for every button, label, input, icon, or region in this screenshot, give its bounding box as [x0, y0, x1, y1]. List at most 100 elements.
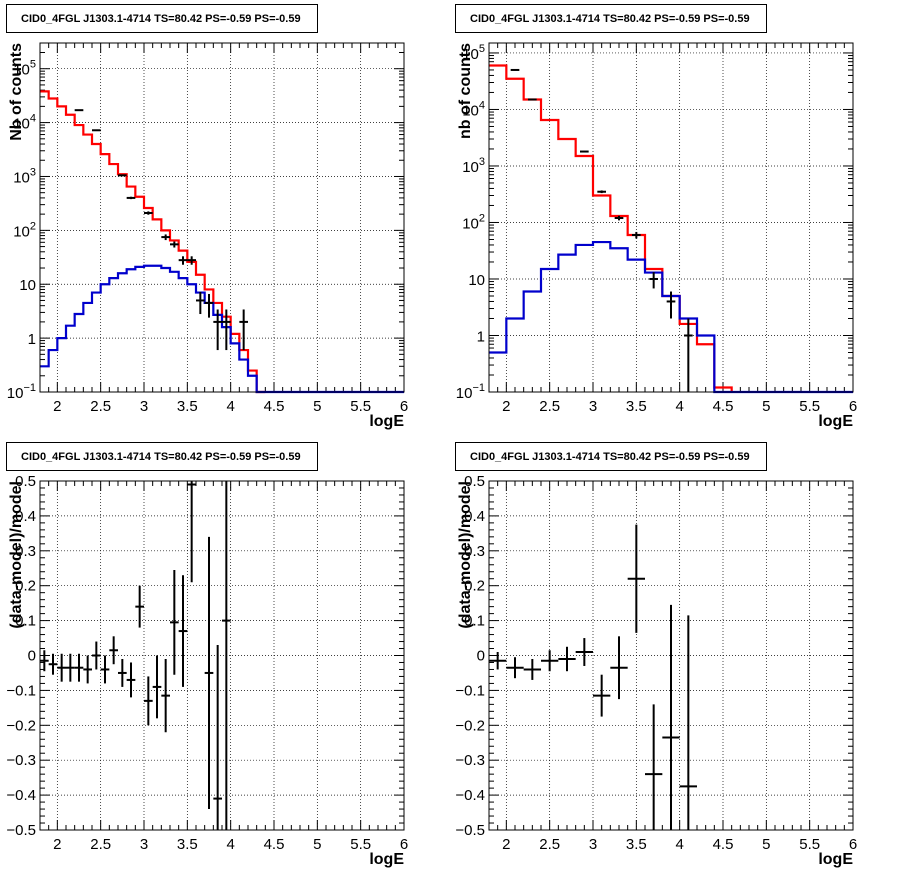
data-point	[541, 650, 559, 672]
data-point	[40, 650, 49, 672]
x-tick-label: 3.5	[177, 398, 198, 415]
y-tick-label: −0.1	[455, 682, 485, 699]
y-tick-label: 0.1	[464, 613, 485, 630]
y-tick-label: −0.3	[455, 752, 485, 769]
plot-frame	[39, 480, 405, 831]
y-tick-label: 0.3	[15, 543, 36, 560]
counts-panel-left: 2 2.5 3 3.5 4 4.5 5 5.5 6 10−1 1 10 102 103 104 105 logE…	[0, 0, 449, 437]
y-tick-label: 104	[13, 113, 36, 133]
tick-base: 10	[456, 385, 473, 402]
residual-plot-right: 2 2.5 3 3.5 4 4.5 5 5.5 6 −0.5 −0.4 −0.3 −0.2 −0.1 0 0.…	[455, 473, 857, 868]
data-point	[489, 652, 507, 670]
data-point	[144, 211, 153, 215]
y-tick-label: −0.3	[6, 752, 36, 769]
y-tick-label: 0	[28, 648, 36, 665]
data-point	[109, 636, 118, 665]
counts-panel-right: 2 2.5 3 3.5 4 4.5 5 5.5 6 10−1 1 10 102 103 104 105 logE…	[449, 0, 898, 437]
tick-base: 10	[13, 169, 30, 186]
y-tick-label: 105	[462, 43, 485, 63]
data-point	[222, 481, 231, 830]
y-tick-label: 104	[462, 99, 485, 119]
data-point	[118, 658, 127, 687]
y-tick-label: 0.4	[464, 508, 485, 525]
data-point	[204, 293, 214, 318]
x-tick-label: 5.5	[799, 398, 820, 415]
y-tick-label: 103	[13, 166, 36, 186]
y-tick-label: 1	[477, 328, 485, 345]
x-axis-title: logE	[818, 851, 853, 868]
y-tick-label: 10−1	[456, 382, 485, 402]
y-axis-title: nb of counts	[457, 43, 474, 139]
tick-exponent: −1	[472, 382, 485, 394]
y-tick-label: 0.2	[15, 578, 36, 595]
x-tick-label: 4.5	[713, 836, 734, 853]
data-point	[610, 636, 628, 700]
y-tick-label: −0.5	[6, 822, 36, 839]
plot-frame	[488, 480, 854, 831]
x-tick-label: 2	[53, 836, 61, 853]
x-tick-label: 2	[502, 398, 510, 415]
y-tick-label: 10−1	[7, 382, 36, 402]
tick-base: 10	[462, 159, 479, 176]
data-point	[632, 231, 641, 239]
plot-frame	[39, 42, 405, 393]
x-tick-label: 2.5	[90, 836, 111, 853]
data-point	[627, 524, 645, 633]
x-tick-label: 2.5	[539, 836, 560, 853]
tick-base: 10	[462, 102, 479, 119]
y-tick-label: 0.5	[464, 473, 485, 490]
y-tick-label: 0.4	[15, 508, 36, 525]
x-tick-label: 2.5	[90, 398, 111, 415]
y-tick-label: 1	[28, 331, 36, 348]
data-point	[48, 653, 58, 675]
data-point	[213, 645, 222, 830]
data-point	[100, 655, 110, 684]
data-point	[170, 241, 179, 248]
y-tick-label: 0.1	[15, 613, 36, 630]
data-point	[92, 129, 101, 132]
tick-base: 10	[13, 116, 30, 133]
data-point	[575, 638, 593, 666]
x-tick-label: 3.5	[626, 836, 647, 853]
data-point	[187, 256, 196, 265]
x-tick-label: 5	[313, 398, 321, 415]
x-tick-label: 3.5	[626, 398, 647, 415]
x-tick-label: 4.5	[264, 398, 285, 415]
residual-panel-left: 2 2.5 3 3.5 4 4.5 5 5.5 6 −0.5 −0.4 −0.3 −0.2 −0.1 0 0.…	[0, 438, 449, 875]
y-tick-label: 0.3	[464, 543, 485, 560]
x-tick-label: 3.5	[177, 836, 198, 853]
y-tick-label: 103	[462, 156, 485, 176]
y-tick-label: −0.2	[6, 717, 36, 734]
plot-title: CID0_4FGL J1303.1-4714 TS=80.42 PS=-0.59…	[6, 442, 318, 471]
tick-base: 10	[13, 62, 30, 79]
residual-panel-right: 2 2.5 3 3.5 4 4.5 5 5.5 6 −0.5 −0.4 −0.3 −0.2 −0.1 0 0.…	[449, 438, 898, 875]
data-point	[161, 658, 170, 733]
x-axis-title: logE	[818, 413, 853, 430]
y-tick-label: −0.5	[455, 822, 485, 839]
x-tick-label: 4	[226, 398, 234, 415]
plot-frame	[488, 42, 854, 393]
data-point	[152, 655, 162, 719]
x-tick-label: 2.5	[539, 398, 560, 415]
y-tick-label: −0.4	[455, 787, 485, 804]
data-point	[662, 604, 680, 830]
x-tick-label: 3	[140, 836, 148, 853]
y-tick-label: 105	[13, 59, 36, 79]
x-tick-label: 6	[400, 836, 408, 853]
data-point	[666, 291, 676, 319]
data-point	[144, 676, 153, 726]
plot-title: CID0_4FGL J1303.1-4714 TS=80.42 PS=-0.59…	[6, 4, 318, 33]
tick-base: 10	[13, 223, 30, 240]
data-point	[580, 150, 589, 153]
tick-base: 10	[462, 46, 479, 63]
data-point	[558, 646, 576, 672]
x-tick-label: 4.5	[713, 398, 734, 415]
x-tick-label: 6	[849, 398, 857, 415]
y-axis-title: Nb of counts	[8, 43, 25, 141]
data-point	[92, 641, 101, 670]
tick-base: 10	[462, 215, 479, 232]
data-point	[170, 569, 179, 675]
data-point	[126, 662, 136, 698]
y-tick-label: 0	[477, 648, 485, 665]
data-point	[178, 256, 188, 265]
